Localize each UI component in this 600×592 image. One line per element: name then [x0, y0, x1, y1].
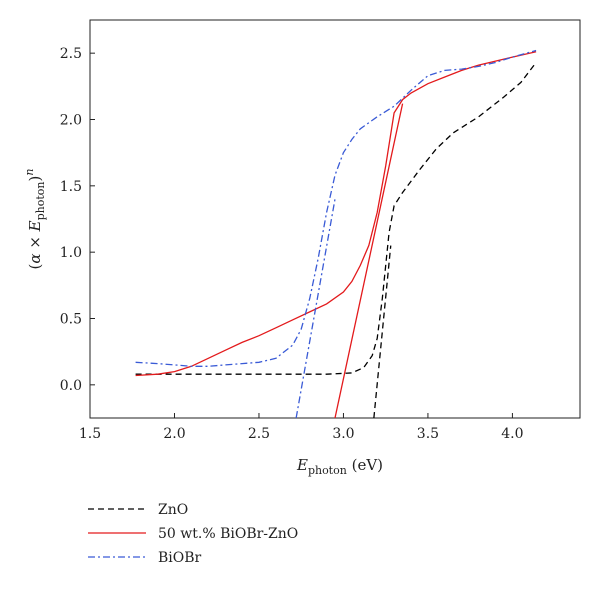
- y-tick-label: 2.5: [60, 46, 82, 62]
- x-tick-label: 3.5: [417, 426, 439, 442]
- legend-label-0: ZnO: [158, 502, 188, 518]
- x-tick-label: 4.0: [501, 426, 523, 442]
- y-tick-label: 1.0: [60, 245, 82, 261]
- x-tick-label: 3.0: [332, 426, 354, 442]
- x-axis-label: Ephoton (eV): [296, 456, 383, 477]
- x-tick-label: 2.0: [163, 426, 185, 442]
- fit-line-2: [295, 198, 336, 419]
- x-tick-label: 2.5: [248, 426, 270, 442]
- series-layer: [135, 49, 537, 377]
- x-tick-label: 1.5: [79, 426, 101, 442]
- series-line-1: [135, 51, 537, 377]
- fit-line-1: [334, 103, 404, 419]
- fit-line-0: [373, 245, 392, 419]
- y-axis-label: (α × Ephoton)n: [23, 169, 47, 270]
- series-line-2: [135, 49, 537, 367]
- y-tick-label: 2.0: [60, 113, 82, 129]
- fit-lines: [295, 103, 404, 419]
- x-axis: 1.5 2.0 2.5 3.0 3.5 4.0: [79, 413, 524, 442]
- y-tick-label: 1.5: [60, 179, 82, 195]
- legend-label-1: 50 wt.% BiOBr-ZnO: [158, 526, 298, 542]
- y-axis: 0.0 0.5 1.0 1.5 2.0 2.5: [60, 46, 95, 394]
- legend: ZnO 50 wt.% BiOBr-ZnO BiOBr: [88, 502, 298, 566]
- y-tick-label: 0.0: [60, 378, 82, 394]
- y-tick-label: 0.5: [60, 312, 82, 328]
- plot-frame: [89, 19, 581, 419]
- legend-label-2: BiOBr: [158, 550, 202, 566]
- series-line-0: [135, 62, 537, 375]
